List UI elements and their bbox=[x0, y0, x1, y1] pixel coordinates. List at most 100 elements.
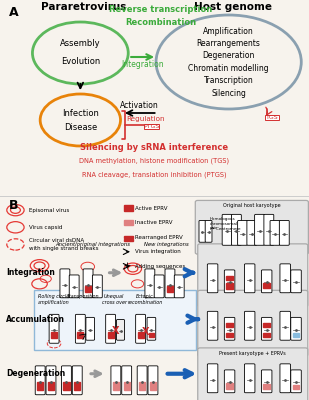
FancyBboxPatch shape bbox=[106, 314, 116, 343]
FancyBboxPatch shape bbox=[207, 311, 218, 340]
FancyBboxPatch shape bbox=[244, 311, 255, 340]
Text: Infection: Infection bbox=[62, 108, 99, 118]
Text: TGS: TGS bbox=[266, 115, 278, 120]
Text: Host genome: Host genome bbox=[194, 2, 272, 12]
Bar bbox=[226, 323, 233, 327]
FancyBboxPatch shape bbox=[148, 366, 158, 395]
FancyBboxPatch shape bbox=[291, 370, 301, 393]
FancyBboxPatch shape bbox=[224, 270, 235, 293]
Text: Integration: Integration bbox=[121, 60, 164, 69]
FancyBboxPatch shape bbox=[291, 317, 301, 340]
FancyBboxPatch shape bbox=[244, 364, 255, 393]
Bar bbox=[293, 333, 299, 337]
FancyBboxPatch shape bbox=[86, 317, 95, 340]
Text: Homologous
chromosomal
pair: Homologous chromosomal pair bbox=[210, 217, 238, 230]
FancyBboxPatch shape bbox=[145, 269, 155, 298]
Bar bbox=[226, 284, 233, 289]
Text: Reverse transcription: Reverse transcription bbox=[109, 5, 212, 14]
FancyBboxPatch shape bbox=[224, 317, 235, 340]
Text: B: B bbox=[9, 199, 19, 212]
Text: RNA cleavage, translation inhibition (PTGS): RNA cleavage, translation inhibition (PT… bbox=[82, 171, 227, 178]
FancyBboxPatch shape bbox=[231, 214, 241, 245]
FancyBboxPatch shape bbox=[280, 311, 290, 340]
Bar bbox=[124, 239, 133, 241]
Bar bbox=[124, 205, 133, 211]
Text: Rearrangements: Rearrangements bbox=[197, 39, 260, 48]
FancyBboxPatch shape bbox=[137, 366, 147, 395]
Bar bbox=[124, 382, 130, 390]
Text: Ancient/original integrations: Ancient/original integrations bbox=[55, 242, 130, 247]
Text: Virus integration: Virus integration bbox=[135, 249, 181, 254]
FancyBboxPatch shape bbox=[46, 366, 56, 395]
Text: Rolling circle
amplification: Rolling circle amplification bbox=[38, 294, 70, 305]
Bar bbox=[37, 382, 43, 390]
Text: Regulation: Regulation bbox=[126, 116, 165, 122]
FancyBboxPatch shape bbox=[69, 275, 79, 298]
FancyBboxPatch shape bbox=[49, 314, 59, 343]
FancyBboxPatch shape bbox=[247, 220, 257, 245]
FancyBboxPatch shape bbox=[261, 270, 272, 293]
Text: Degeneration: Degeneration bbox=[202, 51, 255, 60]
FancyBboxPatch shape bbox=[199, 220, 206, 242]
Bar bbox=[63, 382, 70, 390]
Text: X: X bbox=[112, 326, 119, 336]
Bar bbox=[293, 385, 299, 389]
Text: Transcription: Transcription bbox=[204, 76, 254, 85]
FancyBboxPatch shape bbox=[198, 348, 308, 400]
Bar bbox=[167, 286, 173, 292]
FancyBboxPatch shape bbox=[207, 264, 218, 293]
FancyBboxPatch shape bbox=[270, 220, 280, 245]
FancyBboxPatch shape bbox=[244, 264, 255, 293]
FancyBboxPatch shape bbox=[261, 317, 272, 340]
Text: Disease: Disease bbox=[64, 122, 97, 132]
Text: Virus capsid: Virus capsid bbox=[29, 225, 63, 230]
FancyBboxPatch shape bbox=[198, 244, 308, 307]
Text: Silencing: Silencing bbox=[211, 88, 246, 98]
Text: Active EPRV: Active EPRV bbox=[135, 206, 168, 210]
Text: Degeneration: Degeneration bbox=[6, 369, 66, 378]
Bar bbox=[51, 332, 57, 338]
FancyBboxPatch shape bbox=[147, 317, 156, 340]
FancyBboxPatch shape bbox=[154, 275, 164, 298]
FancyBboxPatch shape bbox=[207, 364, 218, 393]
Text: Ectopic
recombination: Ectopic recombination bbox=[128, 294, 163, 305]
Bar bbox=[108, 332, 114, 338]
Text: Assembly: Assembly bbox=[60, 40, 101, 48]
Text: Inactive EPRV: Inactive EPRV bbox=[135, 220, 173, 225]
Text: Activation: Activation bbox=[120, 101, 159, 110]
Text: •• Centromere: •• Centromere bbox=[210, 227, 241, 231]
FancyBboxPatch shape bbox=[255, 214, 265, 245]
FancyBboxPatch shape bbox=[224, 370, 235, 393]
Bar bbox=[138, 332, 144, 338]
Text: Accumulation: Accumulation bbox=[6, 315, 65, 324]
Bar bbox=[226, 333, 233, 337]
FancyBboxPatch shape bbox=[291, 270, 301, 293]
FancyBboxPatch shape bbox=[144, 124, 159, 129]
Text: PTGS: PTGS bbox=[144, 124, 160, 129]
Bar bbox=[149, 333, 154, 337]
FancyBboxPatch shape bbox=[261, 370, 272, 393]
FancyBboxPatch shape bbox=[122, 366, 132, 395]
FancyBboxPatch shape bbox=[222, 214, 232, 245]
Text: Recombination: Recombination bbox=[125, 18, 196, 27]
FancyBboxPatch shape bbox=[174, 275, 184, 298]
Text: Circular viral dsDNA: Circular viral dsDNA bbox=[29, 238, 84, 243]
FancyBboxPatch shape bbox=[61, 366, 71, 395]
Bar bbox=[113, 382, 119, 390]
Text: Original host karyotype: Original host karyotype bbox=[223, 203, 281, 208]
Bar bbox=[77, 332, 83, 338]
Text: Rearranged EPRV: Rearranged EPRV bbox=[135, 235, 183, 240]
FancyBboxPatch shape bbox=[35, 366, 45, 395]
FancyBboxPatch shape bbox=[72, 366, 82, 395]
Text: Pararetrovirus: Pararetrovirus bbox=[41, 2, 126, 12]
FancyBboxPatch shape bbox=[198, 290, 308, 356]
Bar bbox=[263, 323, 270, 327]
FancyBboxPatch shape bbox=[279, 220, 289, 245]
Bar bbox=[124, 236, 133, 238]
Text: Present karyotype + EPRVs: Present karyotype + EPRVs bbox=[219, 350, 286, 356]
Bar bbox=[48, 382, 54, 390]
Text: Amplification: Amplification bbox=[203, 26, 254, 36]
Text: Transposition: Transposition bbox=[67, 294, 100, 299]
Text: Chromatin modelling: Chromatin modelling bbox=[188, 64, 269, 73]
Bar bbox=[226, 276, 233, 280]
